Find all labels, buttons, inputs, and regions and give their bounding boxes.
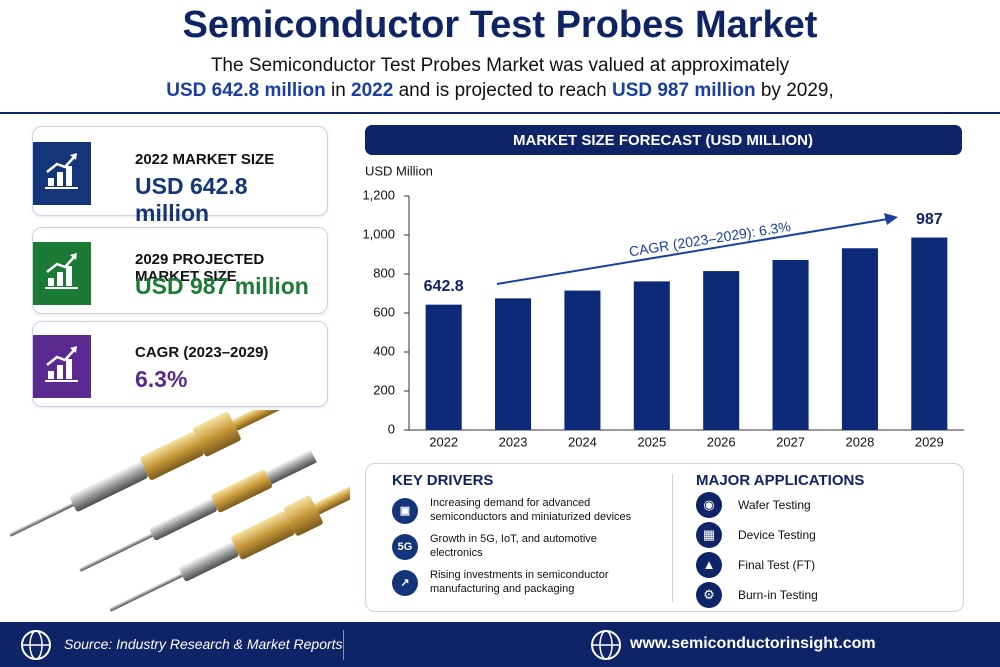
drivers-title: KEY DRIVERS xyxy=(392,472,494,489)
stat-card: CAGR (2023–2029) 6.3% xyxy=(32,321,328,407)
y-tick-label: 200 xyxy=(373,382,395,397)
trend-arrow xyxy=(496,218,889,285)
card-label: 2022 MARKET SIZE xyxy=(135,151,275,168)
y-tick-label: 800 xyxy=(373,265,395,280)
y-tick-label: 1,200 xyxy=(362,187,395,202)
application-icon: ◉ xyxy=(696,492,722,518)
subtitle: The Semiconductor Test Probes Market was… xyxy=(210,55,790,76)
x-tick-label: 2027 xyxy=(776,434,805,449)
card-icon xyxy=(33,335,91,398)
driver-icon: ↗ xyxy=(392,570,418,596)
driver-text: Rising investments in semiconductor manu… xyxy=(430,569,609,595)
stat-card: 2022 MARKET SIZE USD 642.8 million xyxy=(32,126,328,226)
bar xyxy=(703,271,740,430)
separator xyxy=(672,474,673,602)
bar-chart: MARKET SIZE FORECAST (USD MILLION) USD Mi… xyxy=(362,125,964,449)
subtitle: USD 642.8 million in 2022 and is project… xyxy=(0,80,1000,102)
source: Source: Industry Research & Market Repor… xyxy=(64,636,343,652)
application-icon: ▦ xyxy=(696,522,722,548)
bar xyxy=(841,248,878,430)
driver-text: Increasing demand for advanced semicondu… xyxy=(430,497,632,523)
application-text: Device Testing xyxy=(738,528,816,542)
application-icon: ⚙ xyxy=(696,582,722,608)
divider xyxy=(0,112,1000,114)
driver-icon: 5G xyxy=(392,534,418,560)
info-panel: KEY DRIVERS MAJOR APPLICATIONS ▣ Increasi… xyxy=(365,463,964,612)
value-label: 642.8 xyxy=(424,278,464,295)
bar xyxy=(911,237,948,430)
text: by 2029, xyxy=(755,80,834,101)
bar xyxy=(633,281,670,430)
y-tick-label: 1,000 xyxy=(362,226,395,241)
x-tick-label: 2029 xyxy=(915,434,944,449)
card-icon xyxy=(33,241,91,305)
application-text: Wafer Testing xyxy=(738,498,811,512)
probe-illustration xyxy=(9,410,350,612)
highlight: USD 987 million xyxy=(611,80,756,101)
y-tick-label: 600 xyxy=(373,304,395,319)
arrow-head xyxy=(884,213,898,225)
highlight: 2022 xyxy=(351,80,394,101)
x-tick-label: 2028 xyxy=(845,434,874,449)
application-icon: ▲ xyxy=(696,552,722,578)
separator xyxy=(343,630,344,660)
text: and is projected to reach xyxy=(393,80,612,101)
card-icon xyxy=(33,142,91,205)
x-tick-label: 2024 xyxy=(568,434,597,449)
application-text: Burn-in Testing xyxy=(738,588,818,602)
bar xyxy=(495,298,532,430)
title: Semiconductor Test Probes Market xyxy=(182,4,818,46)
bar xyxy=(564,290,601,430)
x-tick-label: 2026 xyxy=(707,434,736,449)
chart-title: MARKET SIZE FORECAST (USD MILLION) xyxy=(513,132,813,149)
highlight: USD 642.8 million xyxy=(166,80,326,101)
globe-icon xyxy=(591,630,621,660)
y-tick-label: 400 xyxy=(373,343,395,358)
driver-text: Growth in 5G, IoT, and automotive electr… xyxy=(430,533,597,559)
card-value: 6.3% xyxy=(135,366,188,392)
x-tick-label: 2023 xyxy=(499,434,528,449)
footer: Source: Industry Research & Market Repor… xyxy=(0,622,1000,667)
x-tick-label: 2022 xyxy=(429,434,458,449)
card-label: 2029 PROJECTED MARKET SIZE xyxy=(135,250,265,285)
value-label: 987 xyxy=(916,211,943,228)
y-axis-label: USD Million xyxy=(365,163,433,178)
x-tick-label: 2025 xyxy=(637,434,666,449)
card-value: USD 987 million xyxy=(135,272,309,299)
card-value: USD 642.8 million xyxy=(135,173,248,226)
y-tick-label: 0 xyxy=(388,421,395,436)
bar xyxy=(425,304,462,430)
application-text: Final Test (FT) xyxy=(738,558,816,572)
stat-card: 2029 PROJECTED MARKET SIZE USD 987 millio… xyxy=(32,227,328,314)
bar xyxy=(772,259,809,430)
text: in xyxy=(325,80,352,101)
website: www.semiconductorinsight.com xyxy=(630,635,876,652)
globe-icon xyxy=(21,630,51,660)
driver-icon: ▣ xyxy=(392,498,418,524)
applications-title: MAJOR APPLICATIONS xyxy=(696,472,865,489)
chart-header xyxy=(365,125,962,155)
card-label: CAGR (2023–2029) xyxy=(135,344,269,361)
